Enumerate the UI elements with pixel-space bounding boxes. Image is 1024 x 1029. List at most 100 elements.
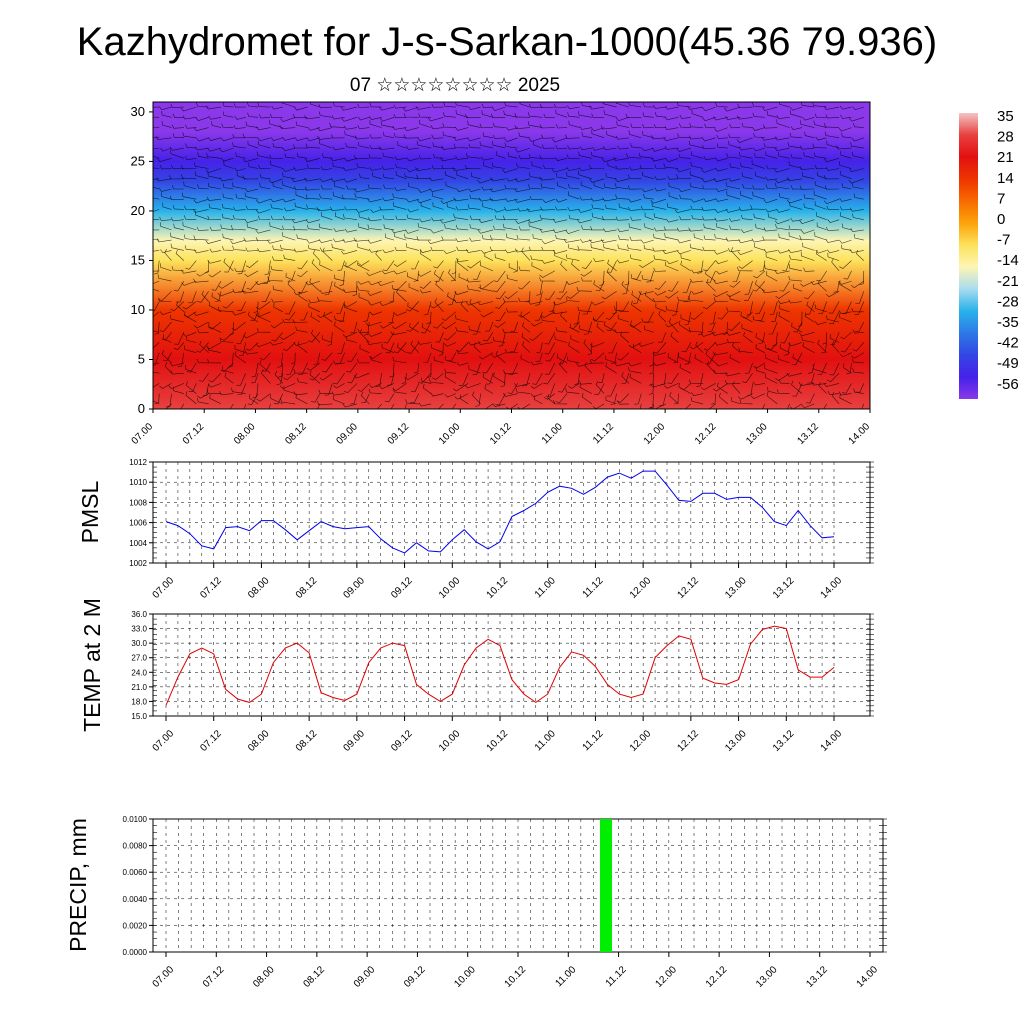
- heatmap-ytick-label: 0: [138, 401, 145, 416]
- wind-barb: [764, 264, 778, 272]
- wind-barb: [725, 182, 741, 190]
- wind-barb: [233, 125, 246, 130]
- wind-barb: [419, 249, 432, 261]
- colorbar-strip: [959, 113, 978, 399]
- wind-barb: [259, 360, 271, 374]
- wind-barb: [789, 255, 803, 261]
- wind-barb: [792, 383, 803, 397]
- wind-barb: [208, 270, 222, 278]
- colorbar-label: -56: [997, 376, 1019, 393]
- wind-barb: [838, 127, 852, 132]
- wind-barb: [814, 304, 827, 313]
- wind-barb: [729, 123, 741, 129]
- wind-barb: [293, 144, 308, 149]
- colorbar-label: -35: [997, 314, 1019, 331]
- wind-barb: [846, 362, 852, 375]
- wind-barb: [823, 403, 827, 409]
- wind-barb: [826, 226, 840, 231]
- wind-barb: [630, 123, 642, 128]
- wind-barb: [589, 164, 605, 169]
- wind-barb: [839, 206, 852, 211]
- wind-barb: [824, 158, 840, 163]
- wind-barb: [293, 186, 308, 191]
- wind-barb: [153, 383, 160, 388]
- wind-barb: [407, 208, 419, 213]
- wind-barb: [605, 204, 617, 210]
- wind-barb: [782, 260, 790, 271]
- wind-barb: [343, 383, 358, 394]
- wind-barb: [829, 362, 840, 376]
- wind-barb: [305, 143, 320, 149]
- wind-barb: [297, 260, 308, 270]
- wind-barb: [766, 165, 778, 170]
- wind-barb: [649, 352, 654, 367]
- wind-barb: [786, 372, 803, 377]
- wind-barb: [343, 213, 358, 220]
- wind-barb: [180, 403, 185, 409]
- wind-barb: [440, 157, 456, 162]
- temp-ytick-label: 36.0: [131, 610, 147, 619]
- wind-barb: [728, 140, 741, 149]
- wind-barb: [357, 358, 370, 364]
- wind-barb: [357, 103, 370, 108]
- wind-barb: [790, 126, 803, 131]
- wind-barb: [282, 198, 296, 203]
- wind-barb: [793, 321, 803, 333]
- wind-barb: [381, 270, 395, 275]
- wind-barb: [367, 239, 382, 244]
- wind-barb: [506, 308, 518, 313]
- wind-barb: [630, 320, 642, 333]
- wind-barb: [479, 284, 494, 292]
- wind-barb: [324, 383, 333, 396]
- wind-barb: [298, 291, 308, 302]
- wind-barb: [365, 321, 382, 327]
- wind-barb: [526, 208, 543, 213]
- wind-barb: [255, 342, 271, 348]
- wind-barb: [839, 239, 852, 244]
- wind-barb: [485, 373, 494, 385]
- wind-barb: [393, 133, 407, 139]
- wind-barb: [222, 183, 234, 190]
- wind-barb: [182, 115, 197, 120]
- wind-barb: [331, 391, 345, 396]
- wind-barb: [319, 260, 333, 272]
- wind-barb: [732, 341, 741, 353]
- wind-barb: [859, 270, 865, 286]
- temp-series-line: [165, 625, 835, 706]
- wind-barb: [232, 311, 246, 316]
- wind-barb: [169, 362, 184, 367]
- wind-barb: [196, 342, 209, 353]
- wind-barb: [502, 223, 518, 231]
- wind-barb: [282, 136, 296, 141]
- wind-barb: [343, 167, 358, 171]
- wind-barb: [454, 393, 469, 400]
- wind-barb: [470, 172, 481, 180]
- wind-barb: [678, 188, 691, 193]
- wind-barb: [587, 342, 593, 356]
- wind-barb: [329, 122, 345, 128]
- wind-barb: [423, 352, 432, 363]
- wind-barb: [251, 362, 259, 378]
- wind-barb: [333, 373, 345, 385]
- wind-barb: [701, 178, 716, 183]
- temp-ytick-label: 21.0: [131, 683, 147, 692]
- wind-barb: [468, 325, 481, 333]
- wind-barb: [632, 343, 642, 353]
- wind-barb: [854, 301, 865, 315]
- wind-barb: [667, 175, 679, 180]
- wind-barb: [290, 352, 296, 365]
- wind-barb: [736, 137, 753, 143]
- wind-barb: [172, 133, 184, 139]
- wind-barb: [306, 137, 320, 142]
- wind-barb: [715, 102, 728, 108]
- wind-barb: [368, 280, 382, 286]
- heatmap-field: [153, 102, 870, 409]
- wind-barb: [164, 362, 172, 374]
- wind-barb: [568, 214, 580, 220]
- wind-barb: [776, 389, 790, 394]
- wind-barb: [691, 392, 704, 397]
- wind-barb: [281, 102, 296, 108]
- wind-barb: [650, 383, 667, 388]
- wind-barb: [320, 166, 333, 171]
- wind-barb: [293, 342, 308, 346]
